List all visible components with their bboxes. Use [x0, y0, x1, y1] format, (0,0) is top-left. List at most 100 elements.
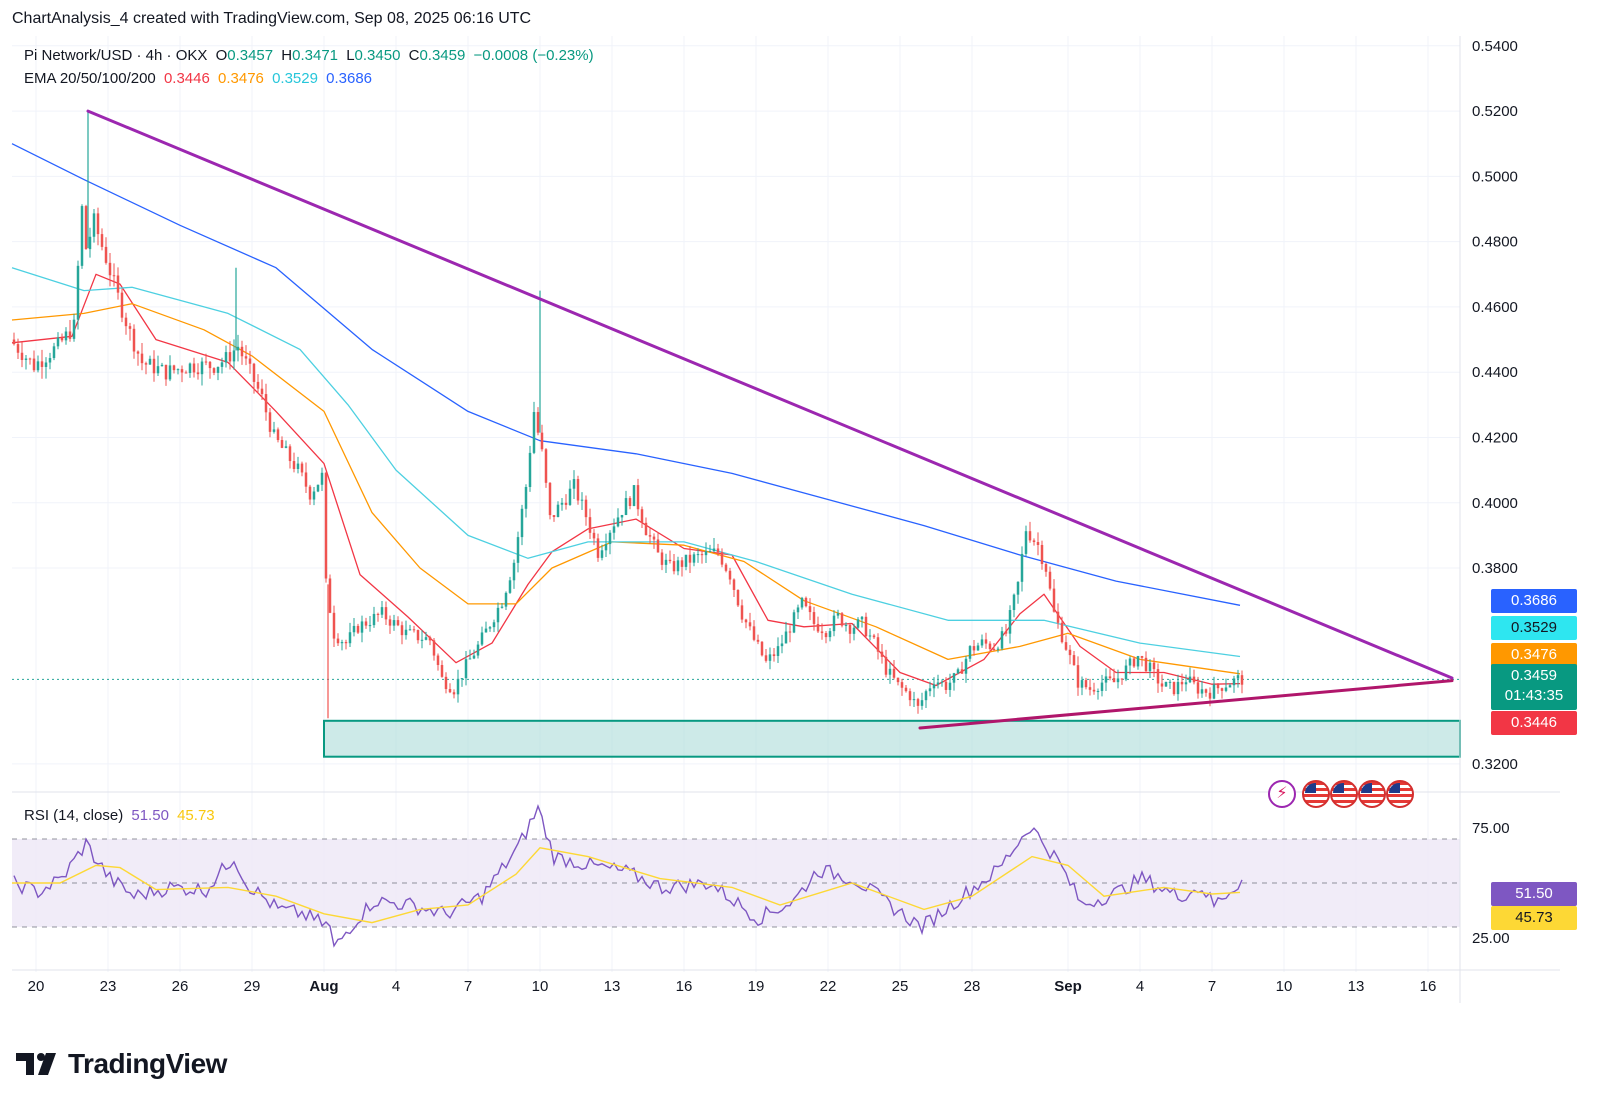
candle-body [1192, 676, 1196, 683]
bar-countdown: 01:43:35 [1504, 687, 1564, 704]
candle-body [940, 681, 944, 683]
price-tick-label: 0.4400 [1472, 364, 1518, 381]
candle-body [480, 632, 484, 645]
candle-body [328, 578, 332, 613]
candle-body [904, 687, 908, 692]
candle-body [236, 346, 240, 351]
candle-body [528, 452, 532, 487]
candle-body [1096, 690, 1100, 692]
candle-body [720, 552, 724, 565]
candle-body [104, 246, 108, 263]
brand-name: TradingView [68, 1048, 227, 1079]
candle-body [1228, 685, 1232, 688]
candle-body [1068, 649, 1072, 656]
tradingview-logo[interactable]: TradingView [16, 1048, 227, 1080]
candle-body [344, 642, 348, 644]
candle-body [844, 624, 848, 626]
candle-body [780, 643, 784, 647]
candle-body [768, 654, 772, 661]
candle-body [1136, 656, 1140, 667]
candle-body [724, 564, 728, 571]
candle-body [216, 366, 220, 373]
change-value: −0.0008 (−0.23%) [473, 47, 594, 64]
candle-body [260, 388, 264, 395]
candle-body [12, 339, 16, 345]
us-flag-icon[interactable] [1330, 780, 1358, 808]
time-tick-label: 20 [28, 978, 45, 995]
candle-body [32, 358, 36, 371]
candle-body [772, 654, 776, 657]
candle-body [168, 365, 172, 380]
candle-body [828, 631, 832, 638]
candle-body [924, 691, 928, 701]
candle-body [256, 381, 260, 389]
candle-body [676, 560, 680, 572]
candle-body [1216, 684, 1220, 689]
ema-legend[interactable]: EMA 20/50/100/200 0.3446 0.3476 0.3529 0… [24, 70, 376, 87]
candle-body [404, 629, 408, 636]
candle-body [264, 394, 268, 413]
candle-body [88, 236, 92, 250]
tradingview-logo-icon [16, 1053, 56, 1075]
ema-lines [11, 143, 1241, 687]
low-value: 0.3450 [354, 47, 401, 64]
candle-body [568, 488, 572, 505]
time-tick-label: Sep [1054, 978, 1082, 995]
candle-body [740, 605, 744, 620]
us-flag-icon[interactable] [1358, 780, 1386, 808]
candle-body [492, 622, 496, 628]
rsi-legend[interactable]: RSI (14, close) 51.50 45.73 [24, 807, 219, 824]
candle-body [928, 688, 932, 692]
candle-body [1236, 675, 1240, 679]
price-tick-label: 0.5200 [1472, 103, 1518, 120]
candle-body [376, 613, 380, 615]
candle-body [864, 616, 868, 637]
candle-body [1212, 684, 1216, 699]
candle-body [1108, 676, 1112, 679]
candle-body [368, 625, 372, 627]
candle-body [916, 699, 920, 706]
rsi-price-tag: 51.50 [1491, 882, 1577, 906]
lightning-icon[interactable]: ⚡ [1268, 780, 1296, 808]
candle-body [1160, 683, 1164, 687]
candle-body [532, 412, 536, 453]
candle-body [272, 429, 276, 432]
rsi-pane [12, 804, 1460, 948]
candle-body [40, 361, 44, 367]
candle-body [96, 213, 100, 235]
candle-body [220, 362, 224, 367]
candle-body [160, 364, 164, 367]
candle-body [396, 620, 400, 626]
candle-body [460, 678, 464, 680]
ema20-price-tag: 0.3446 [1491, 711, 1577, 735]
candle-body [284, 446, 288, 448]
time-tick-label: 29 [244, 978, 261, 995]
candle-body [548, 482, 552, 516]
candle-body [1076, 665, 1080, 688]
candle-body [84, 206, 88, 250]
high-label: H [281, 47, 293, 64]
open-value: 0.3457 [227, 47, 274, 64]
candle-body [28, 358, 32, 360]
time-tick-label: 16 [1420, 978, 1437, 995]
candle-body [776, 646, 780, 657]
candle-body [68, 331, 72, 339]
symbol-legend[interactable]: Pi Network/USD · 4h · OKX O0.3457 H0.347… [24, 47, 598, 64]
symbol-name: Pi Network/USD · 4h · OKX [24, 47, 208, 64]
candle-body [856, 619, 860, 628]
us-flag-icon[interactable] [1386, 780, 1414, 808]
candle-body [908, 691, 912, 701]
candle-body [1040, 544, 1044, 565]
candle-body [596, 538, 600, 558]
candle-body [184, 372, 188, 374]
candle-body [1036, 542, 1040, 545]
candle-body [1116, 678, 1120, 683]
candle-body [1220, 688, 1224, 691]
support-zone-box [323, 719, 1461, 758]
open-label: O [215, 47, 228, 64]
us-flag-icon[interactable] [1302, 780, 1330, 808]
events-strip[interactable]: ⚡ [1268, 780, 1414, 808]
candle-body [872, 635, 876, 638]
candle-body [496, 607, 500, 623]
